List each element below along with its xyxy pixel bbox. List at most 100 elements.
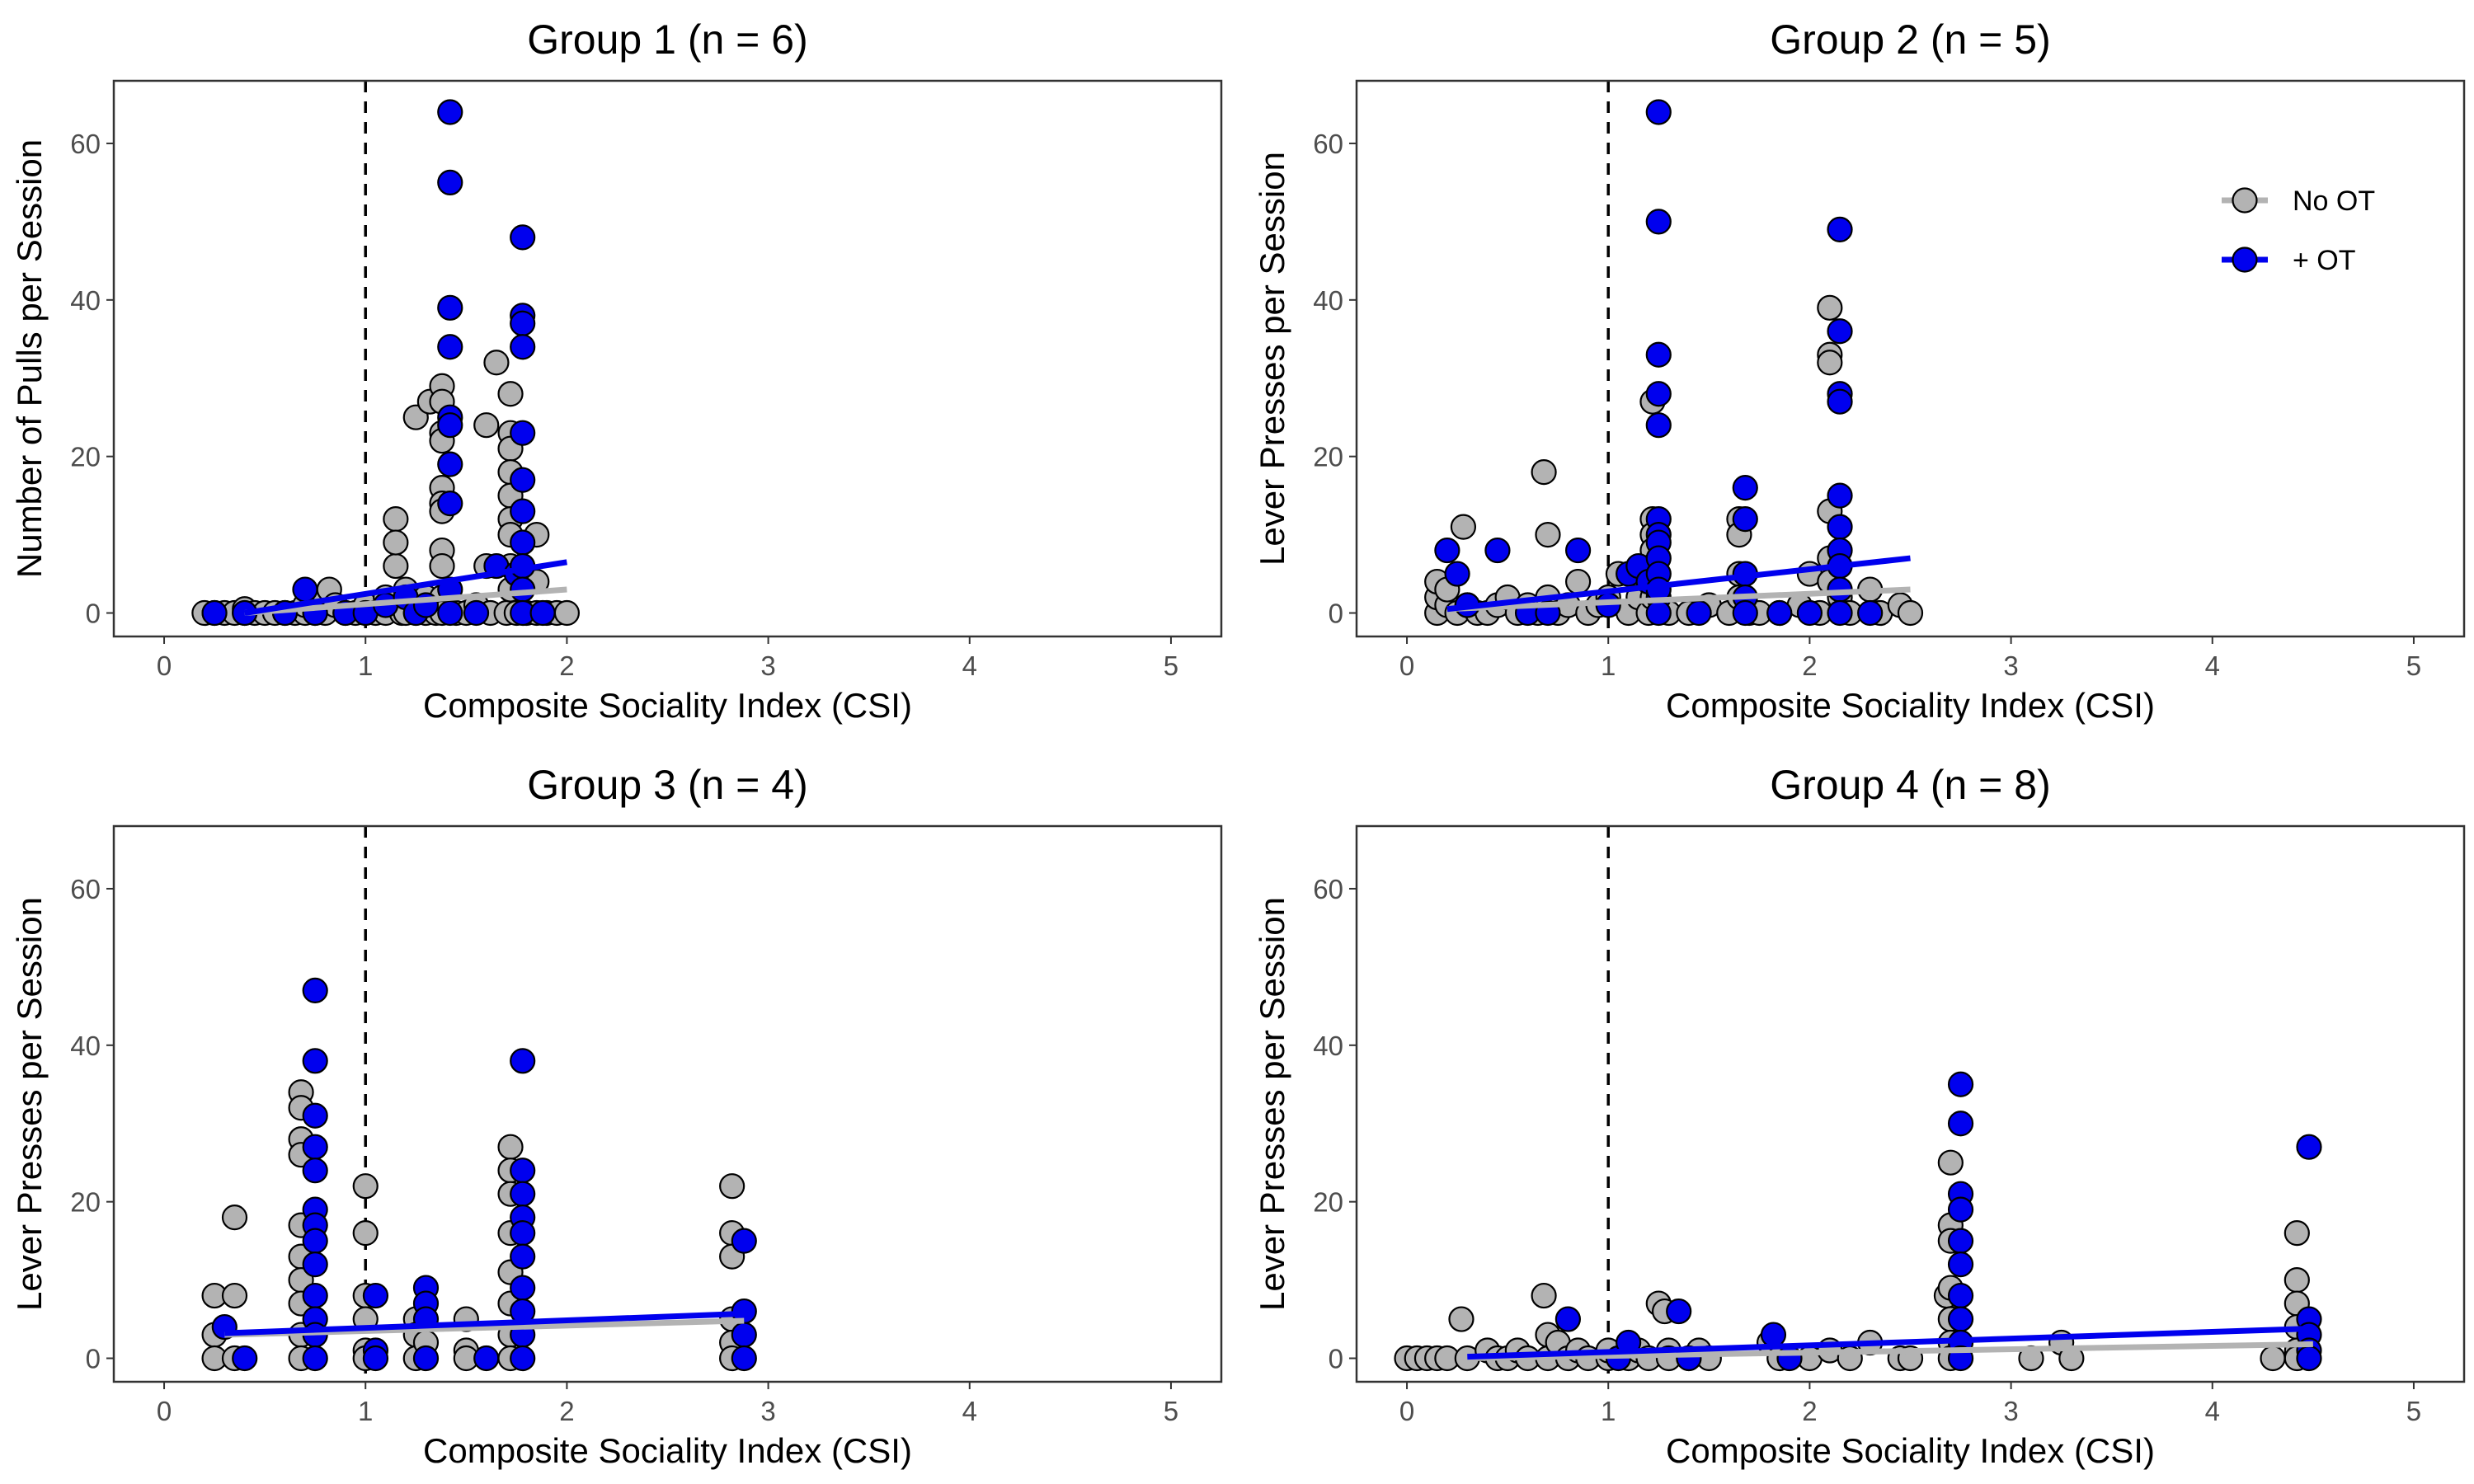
legend-marker (2232, 247, 2258, 273)
data-point (510, 420, 536, 446)
data-point (1686, 599, 1712, 627)
data-point (1645, 381, 1672, 407)
plot-area (114, 826, 1221, 1382)
x-tick-label: 4 (962, 1396, 977, 1426)
data-point (1827, 514, 1853, 540)
data-point (1531, 459, 1557, 486)
x-tick-label: 5 (2406, 650, 2421, 681)
data-point (302, 1158, 328, 1184)
x-tick-label: 1 (1601, 1396, 1616, 1426)
x-tick-label: 5 (1164, 650, 1178, 681)
data-point (302, 1282, 328, 1309)
data-point (352, 1173, 379, 1200)
data-point (232, 1345, 258, 1372)
data-point (429, 552, 455, 580)
data-point (1434, 537, 1460, 564)
data-point (437, 334, 463, 360)
trend-line-no-ot (1467, 1341, 2313, 1362)
trend-line-ot (224, 1310, 745, 1336)
x-tick-label: 4 (962, 650, 977, 681)
data-point (1732, 506, 1758, 533)
x-tick-label: 2 (1802, 1396, 1817, 1426)
data-point (383, 506, 409, 533)
x-tick-label: 0 (1399, 650, 1414, 681)
chart-panel-3: Group 3 (n = 4) Lever Presses per Session… (10, 762, 1223, 1470)
trend-line-ot (1446, 555, 1911, 613)
data-point (529, 599, 556, 627)
data-point (510, 224, 536, 251)
data-point (1645, 99, 1672, 125)
data-point (1645, 209, 1672, 235)
y-tick-label: 0 (86, 599, 101, 629)
data-point (510, 1243, 536, 1270)
y-tick-label: 0 (86, 1344, 101, 1374)
data-point (497, 1134, 524, 1160)
data-point (510, 529, 536, 556)
chart-panel-4: Group 4 (n = 8) Lever Presses per Session… (1253, 762, 2466, 1470)
data-point (510, 1220, 536, 1247)
data-point (1947, 1306, 1974, 1332)
data-point (2260, 1345, 2286, 1372)
y-tick-label: 40 (1313, 285, 1343, 316)
data-point (437, 491, 463, 517)
data-point (1817, 294, 1843, 321)
data-point (437, 451, 463, 477)
x-tick-label: 5 (2406, 1396, 2421, 1426)
data-point (1897, 599, 1924, 627)
data-point (1947, 1071, 1974, 1097)
chart-panel-1: Group 1 (n = 6) Number of Pulls per Sessi… (10, 16, 1223, 725)
data-point (2296, 1134, 2322, 1160)
x-tick-label: 3 (760, 1396, 775, 1426)
data-point (1484, 537, 1511, 564)
x-tick-label: 4 (2205, 1396, 2220, 1426)
chart-title: Group 4 (n = 8) (1770, 762, 2050, 808)
data-point (731, 1228, 757, 1254)
y-axis-label: Lever Presses per Session (10, 897, 49, 1311)
data-point (497, 381, 524, 407)
data-point (437, 99, 463, 125)
data-point (1564, 568, 1592, 595)
x-tick-label: 2 (1802, 650, 1817, 681)
series-ot (1554, 1071, 2322, 1372)
data-point (1817, 350, 1843, 376)
data-point (437, 169, 463, 196)
y-tick-label: 60 (1313, 874, 1343, 904)
data-point (302, 1345, 328, 1372)
data-point (201, 599, 228, 627)
data-point (1645, 599, 1672, 627)
y-tick-label: 20 (1313, 1187, 1343, 1218)
x-axis-label: Composite Sociality Index (CSI) (1666, 686, 2155, 725)
data-point (1760, 1322, 1787, 1348)
y-tick-label: 20 (1313, 442, 1343, 472)
x-tick-label: 0 (157, 650, 172, 681)
y-tick-label: 60 (70, 129, 101, 159)
y-axis-label: Number of Pulls per Session (10, 139, 49, 578)
y-tick-label: 40 (70, 285, 101, 316)
data-point (1645, 341, 1672, 368)
data-point (1554, 1306, 1581, 1332)
data-point (1450, 514, 1477, 540)
panel-border (112, 824, 1223, 1383)
data-point (1827, 318, 1853, 345)
x-tick-label: 3 (2003, 650, 2018, 681)
data-point (1732, 475, 1758, 501)
data-point (553, 599, 581, 627)
y-tick-label: 40 (1313, 1031, 1343, 1061)
data-point (1857, 599, 1884, 627)
y-axis-label: Lever Presses per Session (1253, 897, 1291, 1311)
data-point (510, 1181, 536, 1207)
data-point (437, 599, 463, 627)
trend-line-no-ot (1446, 586, 1911, 613)
y-tick-label: 0 (1329, 599, 1343, 629)
data-point (292, 576, 318, 603)
data-point (510, 1048, 536, 1074)
legend-label: + OT (2293, 245, 2356, 276)
data-point (1947, 1196, 1974, 1223)
data-point (2296, 1345, 2322, 1372)
chart-title: Group 1 (n = 6) (527, 16, 807, 63)
y-tick-label: 20 (70, 442, 101, 472)
data-point (383, 552, 409, 580)
plot-area (114, 81, 1221, 636)
data-point (463, 599, 490, 627)
